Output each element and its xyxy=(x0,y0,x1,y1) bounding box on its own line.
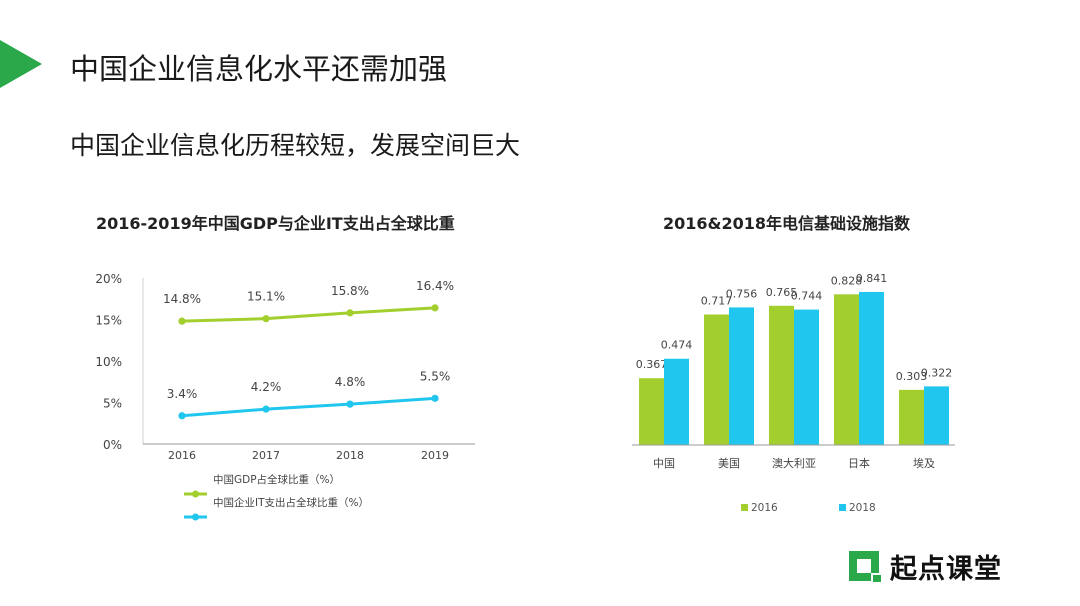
line-series-2 xyxy=(181,396,436,418)
line-chart-y-tick-label: 0% xyxy=(103,438,122,452)
line-chart-x-tick-label: 2018 xyxy=(336,449,364,462)
line-chart-title: 2016-2019年中国GDP与企业IT支出占全球比重 xyxy=(96,214,455,233)
bar-data-label: 0.367 xyxy=(636,358,668,371)
bar-chart-category-label: 中国 xyxy=(653,457,675,470)
bar-2016 xyxy=(769,305,794,445)
line-legend-label-1: 中国GDP占全球比重（%） xyxy=(213,473,340,486)
bar-2018 xyxy=(924,386,949,445)
line-data-label: 14.8% xyxy=(163,292,201,306)
bar-legend-swatch-2016 xyxy=(741,504,748,511)
line-point xyxy=(431,304,439,312)
line-legend-marker-1 xyxy=(192,490,199,498)
bar-2016 xyxy=(639,378,664,445)
bar-2016 xyxy=(899,389,924,445)
bar-data-label: 0.322 xyxy=(921,366,953,379)
bar-legend-swatch-2018 xyxy=(839,504,846,511)
bar-2018 xyxy=(794,309,819,445)
bar-2016 xyxy=(834,294,859,445)
bar-2018 xyxy=(729,307,754,445)
bar-data-label: 0.744 xyxy=(791,290,823,303)
title-accent-arrow xyxy=(0,40,42,88)
line-chart-x-tick-label: 2017 xyxy=(252,449,280,462)
line-chart-y-tick-label: 20% xyxy=(95,272,122,286)
line-chart-y-tick-label: 10% xyxy=(95,355,122,369)
line-point xyxy=(178,412,186,420)
bar-chart-category-label: 美国 xyxy=(718,457,740,470)
page-title: 中国企业信息化水平还需加强 xyxy=(70,52,448,86)
brand-logo: 起点课堂 xyxy=(846,548,1002,585)
bar-data-label: 0.303 xyxy=(896,370,928,383)
line-chart-y-tick-label: 5% xyxy=(103,397,122,411)
brand-name: 起点课堂 xyxy=(890,553,1002,585)
line-data-label: 5.5% xyxy=(420,369,451,383)
line-legend-marker-2 xyxy=(192,513,199,521)
bar-chart-title: 2016&2018年电信基础设施指数 xyxy=(663,214,911,233)
bar-data-label: 0.841 xyxy=(856,272,888,285)
bar-2018 xyxy=(859,291,884,445)
line-point xyxy=(262,315,270,323)
bar-2016 xyxy=(704,314,729,445)
bar-data-label: 0.474 xyxy=(661,339,693,352)
line-data-label: 16.4% xyxy=(416,279,454,293)
line-chart-x-tick-label: 2019 xyxy=(421,449,449,462)
line-point xyxy=(178,317,186,325)
bar-data-label: 0.765 xyxy=(766,286,798,299)
line-point xyxy=(431,394,439,402)
bar-legend-label-2016: 2016 xyxy=(751,502,778,514)
bar-chart-category-label: 澳大利亚 xyxy=(772,456,816,470)
bar-chart-category-label: 埃及 xyxy=(913,456,935,470)
bar-chart-category-label: 日本 xyxy=(848,456,870,470)
line-point xyxy=(346,400,354,408)
line-data-label: 15.8% xyxy=(331,284,369,298)
brand-mark-icon xyxy=(849,551,882,582)
line-point xyxy=(346,309,354,317)
bar-legend-label-2018: 2018 xyxy=(849,502,876,514)
line-chart-x-tick-label: 2016 xyxy=(168,449,196,462)
line-legend-label-2: 中国企业IT支出占全球比重（%） xyxy=(213,496,369,509)
line-series-1 xyxy=(181,306,436,323)
bar-data-label: 0.756 xyxy=(726,287,758,300)
line-data-label: 4.8% xyxy=(335,375,366,389)
line-data-label: 4.2% xyxy=(251,380,282,394)
bar-data-label: 0.828 xyxy=(831,274,863,287)
line-data-label: 3.4% xyxy=(167,387,198,401)
line-data-label: 15.1% xyxy=(247,290,285,304)
bar-data-label: 0.717 xyxy=(701,295,733,308)
page-subtitle: 中国企业信息化历程较短，发展空间巨大 xyxy=(70,131,521,160)
line-chart-y-tick-label: 15% xyxy=(95,314,122,328)
bar-2018 xyxy=(664,358,689,445)
line-point xyxy=(262,405,270,413)
